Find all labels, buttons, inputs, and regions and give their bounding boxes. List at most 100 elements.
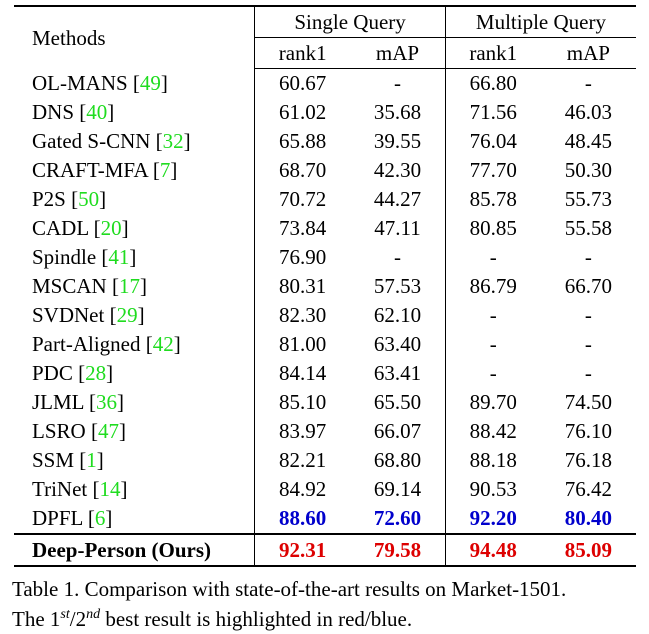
sq-map-cell: -	[393, 71, 401, 95]
sq-map-cell: 65.50	[373, 390, 422, 414]
mq-map-header: mAP	[540, 37, 636, 69]
sq-rank1-cell: 84.14	[254, 359, 351, 388]
citation-link[interactable]: 7	[159, 158, 171, 182]
method-name: Gated S-CNN	[32, 129, 151, 153]
mq-map-cell: 46.03	[564, 100, 612, 124]
table-row: DNS [40] 61.02 35.68 71.56 46.03	[14, 98, 636, 127]
citation-link[interactable]: 47	[97, 419, 119, 443]
table-row: Deep-Person (Ours) 92.31 79.58 94.48 85.09	[14, 533, 636, 567]
mq-map-cell: 55.58	[564, 216, 612, 240]
method-name-cell: SVDNet [29]	[32, 303, 145, 327]
method-name: DNS	[32, 100, 75, 124]
sq-rank1-cell: 82.30	[254, 301, 351, 330]
table-row: SSM [1] 82.21 68.80 88.18 76.18	[14, 446, 636, 475]
caption-line-1: Table 1. Comparison with state-of-the-ar…	[12, 577, 567, 601]
sq-rank1-cell: 68.70	[254, 156, 351, 185]
mq-rank1-cell: 80.85	[444, 214, 541, 243]
citation-link[interactable]: 20	[100, 216, 122, 240]
method-name-cell: CRAFT-MFA [7]	[32, 158, 178, 182]
method-name-cell: CADL [20]	[32, 216, 129, 240]
citation-link[interactable]: 49	[139, 70, 161, 95]
comparison-table: Methods Single Query Multiple Query rank…	[14, 5, 636, 567]
mq-map-cell: 76.42	[564, 477, 612, 501]
table-row: OL-MANS [49] 60.67 - 66.80 -	[14, 68, 636, 98]
mq-map-cell: 85.09	[540, 533, 636, 567]
table-row: JLML [36] 85.10 65.50 89.70 74.50	[14, 388, 636, 417]
method-name: OL-MANS	[32, 70, 128, 95]
method-name: DPFL	[32, 506, 83, 530]
sq-map-cell: 44.27	[373, 187, 422, 211]
citation-link[interactable]: 42	[152, 332, 174, 356]
method-name: PDC	[32, 361, 73, 385]
method-name-cell: JLML [36]	[32, 390, 124, 414]
multiple-query-header: Multiple Query	[444, 5, 636, 38]
sq-map-cell: 63.41	[373, 361, 422, 385]
sq-rank1-cell: 76.90	[254, 243, 351, 272]
method-name: MSCAN	[32, 274, 107, 298]
sq-map-cell: 63.40	[373, 332, 422, 356]
sq-rank1-cell: 61.02	[254, 98, 351, 127]
sq-rank1-cell: 82.21	[254, 446, 351, 475]
sq-map-cell: 72.60	[373, 506, 422, 530]
sq-rank1-cell: 80.31	[254, 272, 351, 301]
method-name-cell: PDC [28]	[32, 361, 114, 385]
mq-map-cell: -	[584, 361, 592, 385]
method-name: Spindle	[32, 245, 97, 269]
citation-link[interactable]: 14	[99, 477, 121, 501]
mq-rank1-cell: 88.18	[444, 446, 541, 475]
method-name-cell: Deep-Person (Ours)	[14, 533, 255, 567]
method-name-cell: DPFL [6]	[32, 506, 113, 530]
mq-map-cell: 80.40	[564, 506, 612, 530]
method-name-cell: Part-Aligned [42]	[32, 332, 181, 356]
mq-rank1-cell: -	[444, 330, 541, 359]
citation-link[interactable]: 36	[95, 390, 117, 414]
method-name-cell: SSM [1]	[32, 448, 104, 472]
table-row: Spindle [41] 76.90 - - -	[14, 243, 636, 272]
citation-link[interactable]: 28	[85, 361, 107, 385]
citation-link[interactable]: 17	[118, 274, 140, 298]
table-caption: Table 1. Comparison with state-of-the-ar…	[12, 574, 642, 634]
table-row: P2S [50] 70.72 44.27 85.78 55.73	[14, 185, 636, 214]
sq-rank1-cell: 88.60	[254, 504, 351, 534]
mq-rank1-cell: 92.20	[444, 504, 541, 534]
mq-rank1-cell: 76.04	[444, 127, 541, 156]
method-name: Part-Aligned	[32, 332, 141, 356]
citation-link[interactable]: 50	[78, 187, 100, 211]
sq-rank1-cell: 70.72	[254, 185, 351, 214]
table-body: OL-MANS [49] 60.67 - 66.80 - DNS [40] 61.02 35.…	[14, 68, 636, 567]
caption-line-2: The 1st/2nd best result is highlighted i…	[12, 604, 642, 634]
single-query-header: Single Query	[254, 5, 446, 38]
method-name: SSM	[32, 448, 75, 472]
method-name-cell: LSRO [47]	[32, 419, 126, 443]
method-name: TriNet	[32, 477, 88, 501]
method-name-cell: P2S [50]	[32, 187, 107, 211]
mq-rank1-cell: 77.70	[444, 156, 541, 185]
method-name: SVDNet	[32, 303, 105, 327]
mq-map-cell: 76.18	[564, 448, 612, 472]
table-row: CADL [20] 73.84 47.11 80.85 55.58	[14, 214, 636, 243]
sq-map-cell: 79.58	[350, 533, 446, 567]
mq-rank1-cell: 94.48	[444, 533, 541, 567]
mq-rank1-cell: 89.70	[444, 388, 541, 417]
mq-rank1-cell: 85.78	[444, 185, 541, 214]
citation-link[interactable]: 6	[94, 506, 106, 530]
citation-link[interactable]: 1	[86, 448, 97, 472]
caption-sup-st: st	[60, 607, 70, 622]
mq-map-cell: 74.50	[564, 390, 612, 414]
sq-rank1-cell: 85.10	[254, 388, 351, 417]
citation-link[interactable]: 29	[116, 303, 138, 327]
mq-map-cell: 76.10	[564, 419, 612, 443]
sq-map-cell: -	[393, 245, 401, 269]
citation-link[interactable]: 40	[86, 100, 108, 124]
sq-rank1-cell: 81.00	[254, 330, 351, 359]
method-name: Deep-Person (Ours)	[32, 538, 212, 562]
table-row: DPFL [6] 88.60 72.60 92.20 80.40	[14, 504, 636, 534]
mq-rank1-cell: 90.53	[444, 475, 541, 504]
sq-rank1-cell: 73.84	[254, 214, 351, 243]
citation-link[interactable]: 32	[162, 129, 184, 153]
citation-link[interactable]: 41	[108, 245, 130, 269]
sq-rank1-cell: 83.97	[254, 417, 351, 446]
caption-sup-nd: nd	[86, 607, 101, 622]
table-row: Part-Aligned [42] 81.00 63.40- -	[14, 330, 636, 359]
table-row: MSCAN [17] 80.31 57.53 86.79 66.70	[14, 272, 636, 301]
